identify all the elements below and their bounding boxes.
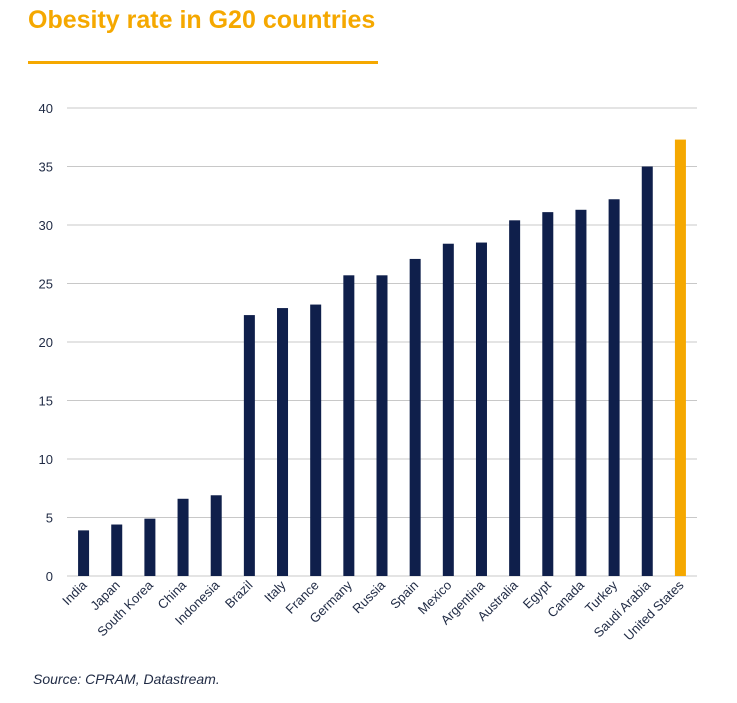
bars [78,139,686,577]
y-tick-label: 0 [46,569,53,584]
x-tick-label: Italy [261,577,289,605]
bar-mexico [442,243,454,576]
bar-india [78,530,90,576]
bar-japan [111,524,123,576]
y-tick-label: 20 [39,335,53,350]
bar-indonesia [210,495,222,576]
y-tick-label: 25 [39,277,53,292]
y-tick-label: 30 [39,218,53,233]
x-tick-label: India [59,577,90,608]
bar-saudi-arabia [641,166,653,576]
bar-united-states [674,139,686,576]
chart-title: Obesity rate in G20 countries [28,6,376,34]
y-tick-label: 15 [39,394,53,409]
bar-turkey [608,199,620,576]
bar-italy [277,308,289,576]
bar-france [310,304,322,576]
bar-canada [575,209,587,577]
y-tick-label: 40 [39,101,53,116]
bar-germany [343,275,355,576]
bar-australia [509,220,521,576]
source-note: Source: CPRAM, Datastream. [33,671,220,687]
bar-egypt [542,212,554,576]
x-tick-label: Brazil [222,577,256,611]
title-underline [28,61,378,64]
gridlines [67,107,697,577]
x-tick-label: Russia [349,577,388,616]
bar-russia [376,275,388,576]
bar-argentina [475,242,487,577]
x-tick-label: Canada [544,577,587,620]
bar-spain [409,258,421,576]
bar-brazil [243,315,255,576]
y-tick-label: 5 [46,511,53,526]
y-tick-label: 10 [39,452,53,467]
y-axis-ticks: 0 5 10 15 20 25 30 35 40 [39,101,53,584]
bar-south-korea [144,518,156,576]
bar-china [177,498,189,576]
y-tick-label: 35 [39,160,53,175]
